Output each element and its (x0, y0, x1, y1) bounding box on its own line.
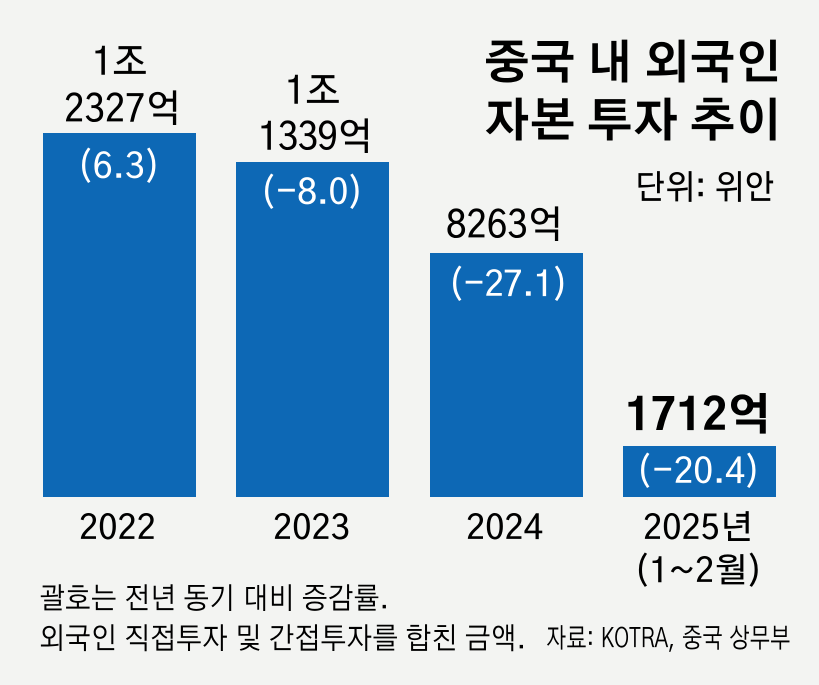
x-axis-label-2023-glyphs (274, 513, 349, 540)
x-axis-label-2025-line-2-glyphs (638, 552, 758, 588)
bar-change-label-2024-glyphs (452, 265, 564, 302)
bar-change-label-2022-glyphs (82, 147, 156, 183)
x-axis-label-2024: 2024 (466, 509, 543, 549)
bar-value-label-2024-glyphs (447, 206, 559, 242)
x-axis-label-2022-glyphs (81, 513, 155, 540)
x-axis-label-2025-line-1: 2025년 (643, 509, 753, 549)
bar-change-label-2025: (−20.4) (636, 452, 760, 493)
chart-title-line-1: 중국 내 외국인 (484, 38, 781, 92)
bar-value-label-2023-line-1-glyphs (288, 74, 340, 104)
bar-value-label-2023-line-2-glyphs (261, 118, 368, 153)
footnote-line-1-glyphs (41, 584, 387, 612)
x-axis-label-2025-line-1-glyphs (644, 510, 750, 541)
footnote-line-2: 외국인 직접투자 및 간접투자를 합친 금액. (39, 622, 526, 657)
x-axis-label-2025-line-2: (1~2월) (634, 552, 763, 592)
x-axis-label-2024-glyphs (468, 513, 543, 540)
bar-change-label-2023-glyphs (265, 173, 359, 210)
bar-value-label-2022-line-2: 2327억 (64, 88, 181, 133)
bar-change-label-2024: (−27.1) (448, 265, 567, 306)
bar-2022 (43, 133, 196, 497)
unit-label-glyphs (638, 171, 774, 203)
x-axis-label-2022: 2022 (79, 509, 156, 549)
bar-change-label-2023: (−8.0) (260, 173, 363, 214)
bar-change-label-2022: (6.3) (77, 147, 160, 188)
footnote-line-2-glyphs (41, 624, 524, 652)
bar-value-label-2025-glyphs (628, 392, 767, 434)
bar-value-label-2022-line-1: 1조 (92, 41, 148, 86)
unit-label: 단위: 위안 (635, 169, 775, 209)
x-axis-label-2023: 2023 (273, 509, 350, 549)
chart-title-line-2-glyphs (485, 97, 776, 141)
bar-value-label-2023-line-1: 1조 (285, 70, 341, 115)
bar-value-label-2025: 1712억 (625, 392, 771, 442)
bar-value-label-2024: 8263억 (446, 204, 563, 249)
bar-value-label-2023-line-2: 1339억 (258, 116, 372, 161)
chart-title-line-1-glyphs (485, 39, 777, 83)
source-label: 자료: KOTRA, 중국 상무부 (546, 623, 791, 655)
bar-change-label-2025-glyphs (641, 452, 756, 489)
bar-2023 (236, 162, 390, 497)
bar-value-label-2022-line-1-glyphs (95, 45, 147, 75)
footnote-line-1: 괄호는 전년 동기 대비 증감률. (39, 582, 389, 617)
chart-title-line-2: 자본 투자 추이 (484, 96, 781, 150)
source-label-glyphs (546, 625, 789, 653)
bar-value-label-2022-line-2-glyphs (65, 90, 176, 126)
